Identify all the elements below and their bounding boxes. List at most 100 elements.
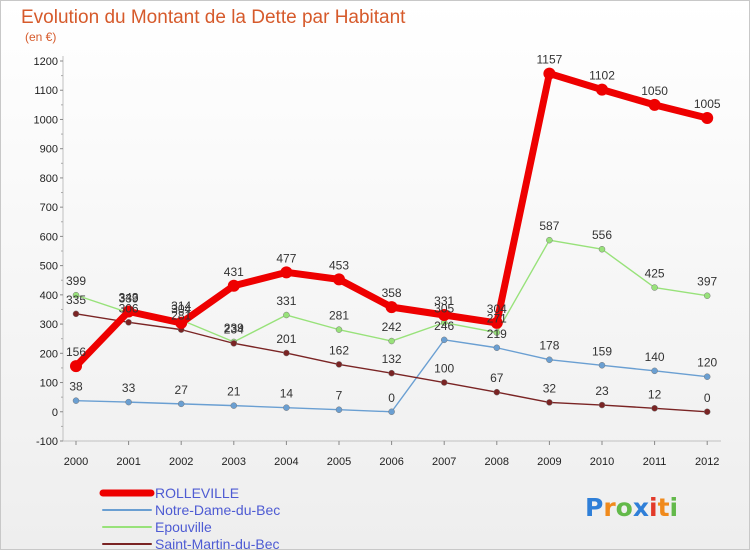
- data-point: [122, 305, 135, 318]
- data-point: [125, 398, 132, 406]
- data-label: 33: [122, 381, 136, 395]
- data-point: [388, 337, 395, 345]
- data-label: 201: [276, 332, 296, 346]
- y-tick-label: 800: [40, 173, 58, 185]
- data-point: [546, 236, 553, 244]
- data-point: [703, 292, 711, 299]
- x-tick-label: 2005: [327, 456, 351, 468]
- data-point: [438, 309, 451, 322]
- data-label: 587: [539, 219, 559, 233]
- x-tick-label: 2001: [116, 456, 140, 468]
- x-tick-label: 2012: [695, 456, 719, 468]
- y-tick-label: 500: [40, 261, 58, 273]
- data-label: 271: [487, 312, 507, 326]
- x-tick-label: 2011: [643, 456, 667, 468]
- data-label: 27: [175, 383, 189, 397]
- y-tick-label: 700: [40, 202, 58, 214]
- legend-label: Epouville: [155, 519, 212, 535]
- data-point: [335, 361, 343, 368]
- x-tick-label: 2004: [274, 456, 298, 468]
- data-point: [72, 291, 80, 299]
- data-point: [703, 373, 711, 380]
- proxiti-logo: Proxiti: [585, 493, 678, 522]
- data-point: [177, 400, 185, 408]
- x-tick-label: 2000: [64, 456, 88, 468]
- data-point: [385, 301, 398, 314]
- data-label: 339: [119, 292, 139, 306]
- data-label: 1050: [641, 84, 668, 98]
- series-lines: [70, 67, 714, 416]
- data-label: 304: [171, 302, 191, 316]
- data-point: [546, 399, 553, 406]
- data-point: [230, 340, 238, 347]
- data-point: [388, 369, 395, 377]
- data-point: [546, 356, 553, 363]
- data-point: [651, 405, 658, 412]
- legend: ROLLEVILLENotre-Dame-du-BecEpouvilleSain…: [99, 485, 280, 551]
- data-point: [598, 245, 606, 253]
- y-tick-label: 1000: [34, 114, 58, 126]
- legend-label: ROLLEVILLE: [155, 485, 239, 501]
- data-point: [651, 367, 658, 375]
- data-label: 14: [280, 387, 294, 401]
- chart-unit: (en €): [25, 30, 56, 44]
- data-point: [72, 310, 80, 318]
- data-label: 397: [697, 275, 717, 289]
- x-tick-label: 2008: [485, 456, 509, 468]
- x-tick-label: 2002: [169, 456, 193, 468]
- data-label: 246: [434, 319, 454, 333]
- y-tick-label: 1200: [34, 56, 58, 68]
- data-label: 0: [704, 391, 711, 405]
- data-point: [280, 266, 293, 279]
- data-label: 242: [382, 320, 402, 334]
- data-point: [440, 336, 448, 344]
- legend-label: Notre-Dame-du-Bec: [155, 502, 280, 518]
- data-label: 1005: [694, 97, 721, 111]
- data-point: [490, 316, 503, 329]
- data-point: [493, 344, 501, 352]
- x-tick-label: 2006: [379, 456, 403, 468]
- data-label: 100: [434, 362, 454, 376]
- data-label: 314: [171, 299, 191, 313]
- data-point: [651, 284, 658, 291]
- data-label: 178: [539, 339, 559, 353]
- y-tick-label: 0: [52, 407, 58, 419]
- data-label: 399: [66, 274, 86, 288]
- data-point: [703, 408, 711, 416]
- data-point: [701, 112, 714, 124]
- x-tick-label: 2007: [432, 456, 456, 468]
- y-tick-label: 600: [40, 231, 58, 243]
- data-label: 120: [697, 356, 717, 370]
- y-tick-label: 300: [40, 319, 58, 331]
- data-point: [283, 311, 290, 319]
- data-point: [598, 362, 606, 369]
- data-label: 132: [382, 352, 402, 366]
- data-label: 431: [224, 265, 244, 279]
- data-point: [388, 408, 395, 416]
- data-label: 234: [224, 322, 244, 336]
- data-label: 281: [329, 309, 349, 323]
- data-label: 23: [595, 384, 609, 398]
- data-label: 331: [276, 294, 296, 308]
- data-label: 21: [227, 385, 241, 399]
- data-point: [72, 397, 80, 404]
- data-point: [440, 379, 448, 386]
- y-tick-label: 1100: [34, 85, 58, 97]
- data-label: 1102: [589, 69, 615, 83]
- data-label: 281: [171, 309, 191, 323]
- data-label: 12: [648, 387, 662, 401]
- data-point: [227, 279, 240, 292]
- data-point: [335, 326, 343, 333]
- data-label: 140: [645, 350, 665, 364]
- data-point: [333, 273, 345, 286]
- data-point: [493, 329, 501, 336]
- data-label: 7: [336, 389, 343, 403]
- y-tick-label: 100: [40, 378, 58, 390]
- data-label: 477: [276, 251, 296, 265]
- data-label: 425: [645, 267, 665, 281]
- data-label: 67: [490, 371, 504, 385]
- y-tick-label: -100: [36, 436, 58, 448]
- data-label: 305: [434, 302, 454, 316]
